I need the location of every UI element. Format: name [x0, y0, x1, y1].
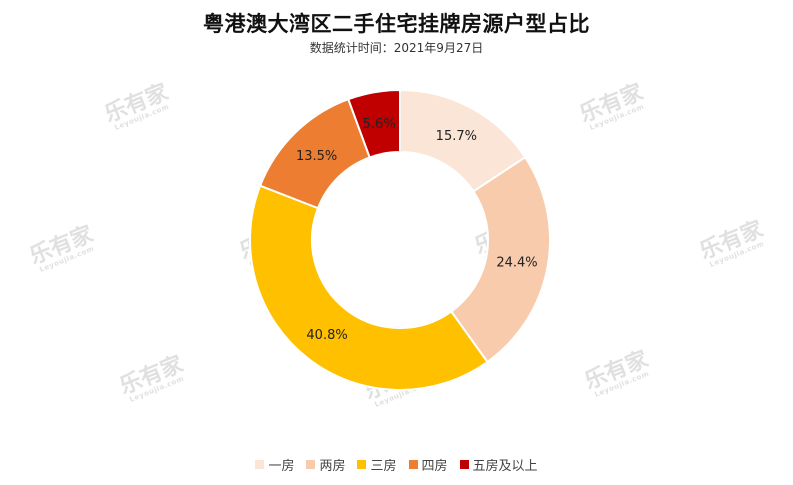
legend-label: 两房: [319, 459, 346, 474]
donut-slice-3: [249, 184, 489, 391]
legend-label: 一房: [268, 459, 295, 474]
legend-label: 四房: [421, 459, 448, 474]
slice-label-5: 5.6%: [363, 117, 396, 132]
slice-label-3: 40.8%: [306, 328, 347, 343]
slice-label-2: 24.4%: [496, 256, 537, 271]
legend-item-3: 三房: [357, 455, 397, 474]
chart-subtitle: 数据统计时间：2021年9月27日: [309, 41, 484, 55]
legend-label: 五房及以上: [472, 459, 538, 474]
chart-legend: 一房 两房 三房 四房 五房及以上: [0, 455, 793, 474]
legend-item-1: 一房: [255, 455, 294, 474]
legend-swatch: [408, 460, 418, 469]
legend-item-5: 五房及以上: [459, 455, 538, 474]
donut-slices: [249, 88, 551, 391]
legend-item-4: 四房: [408, 455, 448, 474]
legend-swatch: [357, 460, 367, 469]
donut-slice-2: [449, 155, 551, 364]
chart-title: 粤港澳大湾区二手住宅挂牌房源户型占比: [203, 12, 590, 36]
donut-labels: 15.7% 24.4% 40.8% 13.5% 5.6%: [296, 117, 538, 343]
slice-label-4: 13.5%: [296, 149, 337, 164]
legend-item-2: 两房: [306, 455, 345, 474]
legend-swatch: [306, 460, 316, 469]
slice-label-1: 15.7%: [436, 129, 477, 144]
legend-label: 三房: [370, 459, 397, 474]
donut-slice-5: [347, 88, 401, 159]
legend-swatch: [255, 460, 265, 469]
legend-swatch: [459, 460, 469, 469]
